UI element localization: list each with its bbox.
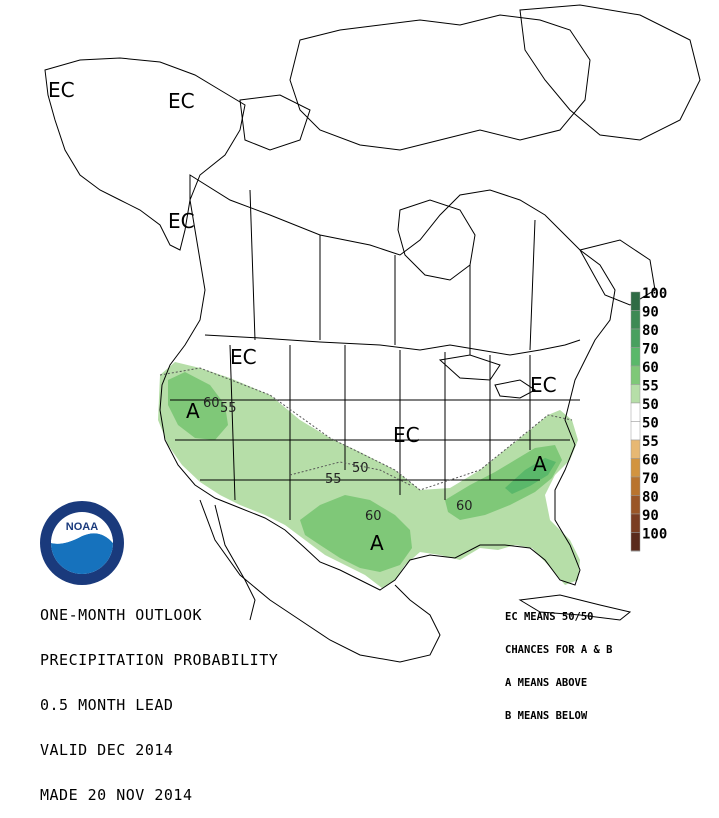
contour-label-60-texas: 60 [365, 509, 382, 524]
outlook-variable: PRECIPITATION PROBABILITY [40, 651, 279, 669]
legend-label: 70 [642, 342, 659, 358]
legend-label: 50 [642, 397, 659, 413]
above-60-region-southeast [445, 445, 562, 520]
legend-swatch [630, 365, 641, 385]
precipitation-outlook-map: EC EC EC EC EC EC A A A 60 55 50 55 60 6… [40, 4, 701, 663]
contour-label-50-central: 50 [352, 461, 369, 476]
legend-label: 100 [642, 527, 667, 543]
legend-label: 55 [642, 434, 659, 450]
ec-label-northwest: EC [230, 345, 257, 369]
above-60-region-texas [300, 495, 412, 572]
a-label-southeast: A [533, 452, 547, 476]
ec-label-alaska: EC [168, 89, 195, 113]
ec-label-alaska-west: EC [48, 78, 75, 102]
ec-note-line: CHANCES FOR A & B [505, 644, 613, 656]
legend-label: 90 [642, 508, 659, 524]
ec-note-line: EC MEANS 50/50 [505, 611, 594, 623]
noaa-logo-text: NOAA [66, 521, 98, 533]
above-55-region [158, 362, 580, 588]
ec-note-line: A MEANS ABOVE [505, 677, 588, 689]
geographic-borders [44, 4, 701, 663]
legend-swatch [630, 328, 641, 348]
contour-label-55-northwest: 55 [220, 401, 237, 416]
ec-explanation: EC MEANS 50/50 CHANCES FOR A & B A MEANS… [505, 590, 612, 733]
legend-swatch [630, 439, 641, 459]
legend-swatch [630, 402, 641, 422]
map-labels: EC EC EC EC EC EC A A A 60 55 50 55 60 6… [48, 78, 557, 555]
ec-note-line: B MEANS BELOW [505, 710, 588, 722]
contour-lines [159, 367, 573, 491]
legend-swatch [630, 384, 641, 404]
legend-label: 80 [642, 323, 659, 339]
legend-swatch [630, 291, 641, 311]
contour-label-60-southeast: 60 [456, 499, 473, 514]
legend-swatch [630, 310, 641, 330]
probability-shading [158, 362, 580, 588]
ec-label-midwest: EC [393, 423, 420, 447]
legend-label: 90 [642, 305, 659, 321]
ec-label-northeast: EC [530, 373, 557, 397]
a-label-texas: A [370, 531, 384, 555]
legend-label: 55 [642, 379, 659, 395]
legend-swatch [630, 476, 641, 496]
above-60-region-northwest [168, 372, 228, 440]
noaa-logo: NOAA [40, 501, 124, 585]
probability-legend: 100 90 80 70 60 55 50 50 55 60 70 80 90 100 [630, 286, 667, 552]
legend-swatch [630, 347, 641, 367]
outlook-made: MADE 20 NOV 2014 [40, 786, 193, 804]
outlook-lead: 0.5 MONTH LEAD [40, 696, 174, 714]
legend-label: 60 [642, 360, 659, 376]
contour-label-55-central: 55 [325, 472, 342, 487]
legend-swatch [630, 532, 641, 552]
legend-swatch [630, 513, 641, 533]
legend-swatch [630, 421, 641, 441]
outlook-info-block: ONE-MONTH OUTLOOK PRECIPITATION PROBABIL… [40, 578, 278, 818]
above-70-region-southeast [505, 458, 556, 494]
legend-swatch [630, 458, 641, 478]
outlook-valid: VALID DEC 2014 [40, 741, 174, 759]
legend-label: 100 [642, 286, 667, 302]
contour-label-60-northwest: 60 [203, 396, 220, 411]
a-label-northwest: A [186, 399, 200, 423]
ec-label-alaska-south: EC [168, 209, 195, 233]
outlook-title: ONE-MONTH OUTLOOK [40, 606, 203, 624]
legend-swatch [630, 495, 641, 515]
legend-label: 70 [642, 471, 659, 487]
legend-label: 50 [642, 416, 659, 432]
legend-label: 60 [642, 453, 659, 469]
legend-label: 80 [642, 490, 659, 506]
